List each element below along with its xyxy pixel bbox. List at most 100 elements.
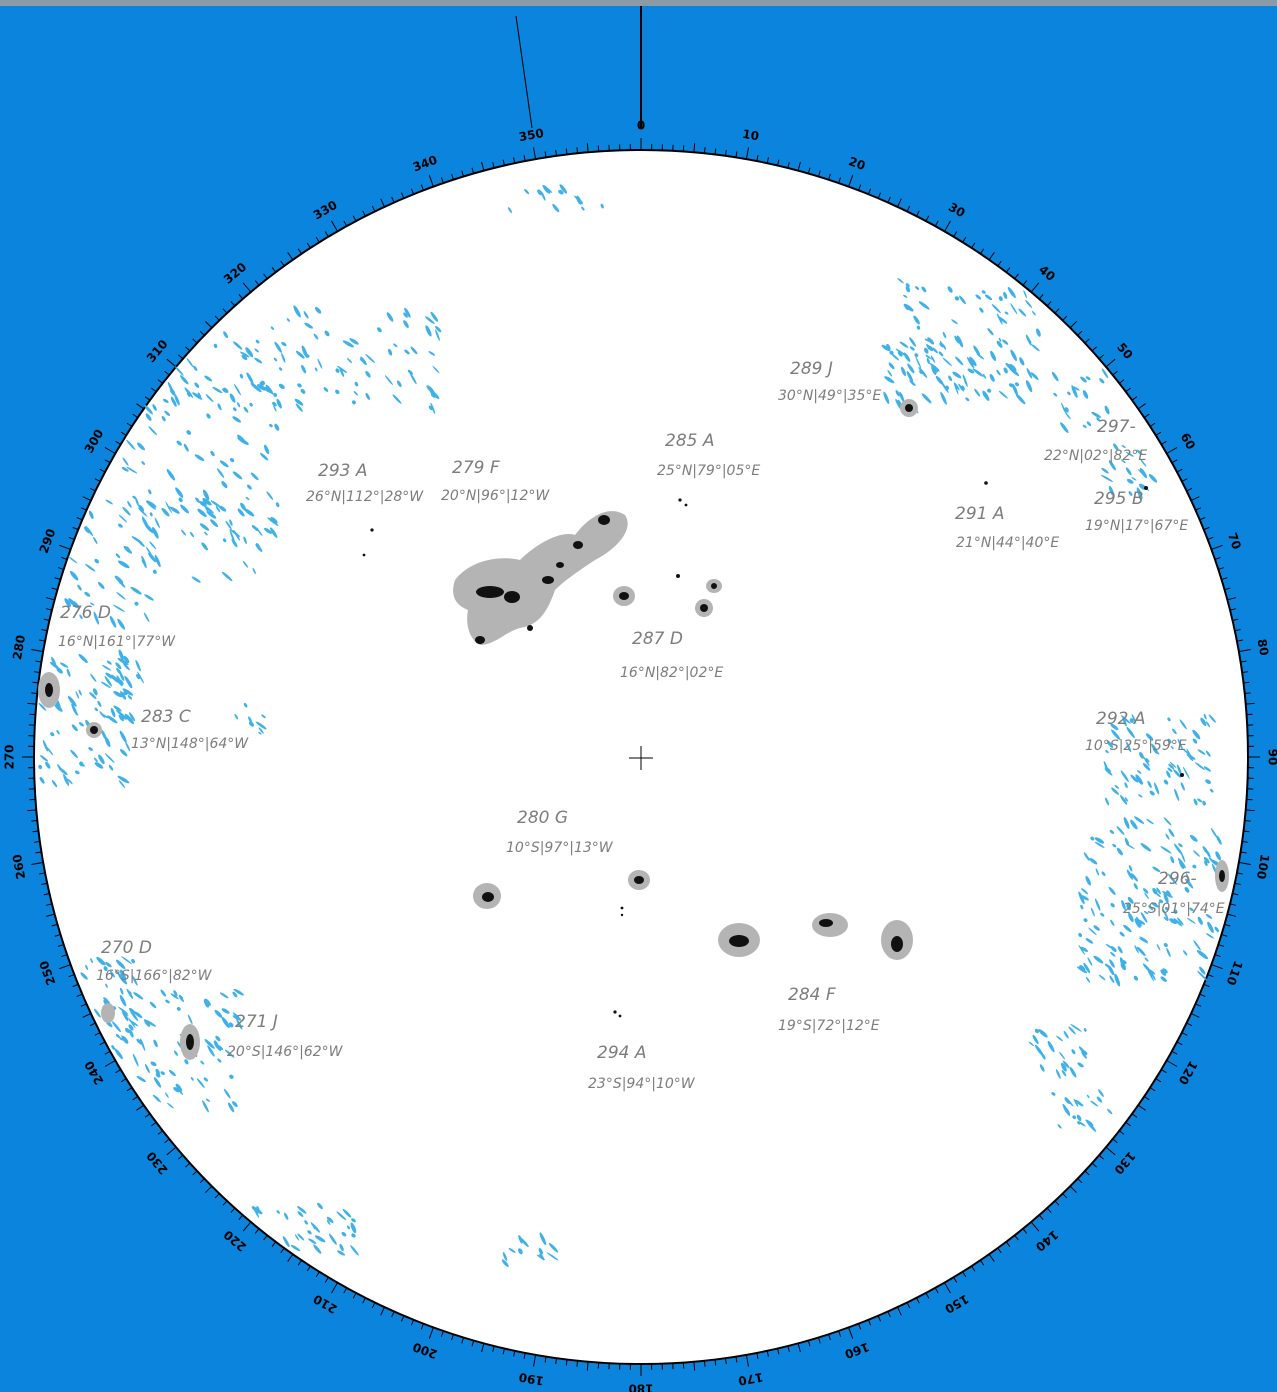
degree-tick (324, 231, 329, 237)
facula-mark (1170, 856, 1175, 864)
facula-mark (126, 466, 138, 474)
facula-mark (1176, 764, 1182, 776)
facula-mark (425, 316, 435, 324)
facula-mark (39, 755, 49, 762)
degree-tick (1091, 346, 1097, 352)
degree-tick (343, 220, 348, 227)
degree-tick (35, 660, 42, 663)
facula-mark (1162, 968, 1168, 974)
degree-tick (1236, 639, 1243, 642)
degree-tick (492, 1345, 495, 1352)
facula-mark (144, 1063, 150, 1074)
facula-mark (976, 353, 985, 360)
degree-tick (205, 1185, 213, 1193)
region-label-296: 296- 25°S|01°|74°E (1123, 869, 1225, 917)
facula-mark (1199, 966, 1206, 975)
facula-mark (303, 311, 309, 319)
degree-tick (51, 923, 58, 927)
degree-tick (1176, 468, 1183, 473)
facula-mark (273, 357, 278, 362)
facula-mark (276, 1210, 280, 1214)
facula-mark (300, 388, 306, 394)
facula-mark (1003, 291, 1008, 299)
facula-mark (987, 328, 994, 336)
facula-mark (915, 286, 920, 290)
facula-mark (204, 375, 213, 382)
facula-mark (202, 500, 207, 506)
facula-mark (396, 380, 402, 388)
degree-label-330: 330 (311, 198, 340, 223)
facula-mark (953, 382, 960, 391)
region-coords: 20°N|96°|12°W (441, 488, 550, 504)
facula-mark (90, 673, 97, 682)
degree-tick (1030, 282, 1040, 293)
facula-mark (240, 502, 247, 511)
facula-mark (149, 541, 157, 550)
degree-label-80: 80 (1255, 638, 1272, 657)
facula-mark (1128, 491, 1133, 496)
facula-mark (1140, 459, 1147, 467)
facula-mark (149, 1001, 157, 1009)
region-label-294A: 294 A 23°S|94°|10°W (588, 1043, 696, 1092)
facula-mark (184, 387, 194, 398)
degree-tick (953, 1277, 958, 1283)
degree-tick (410, 188, 415, 195)
facula-mark (175, 487, 184, 498)
facula-mark (1090, 907, 1095, 917)
degree-tick (126, 422, 133, 427)
facula-mark (221, 1016, 230, 1029)
facula-mark (1204, 860, 1208, 867)
degree-tick (1203, 983, 1210, 988)
degree-tick (54, 933, 61, 937)
sunspot-group-271J (101, 1003, 200, 1060)
facula-mark (428, 351, 436, 356)
facula-mark (1078, 891, 1085, 905)
facula-mark (948, 375, 953, 382)
degree-tick (178, 354, 184, 360)
degree-label-50: 50 (1114, 340, 1135, 362)
facula-mark (982, 390, 990, 401)
degree-label-270: 270 (3, 744, 17, 769)
degree-tick (735, 1356, 738, 1363)
facula-mark (1104, 768, 1113, 776)
facula-mark (243, 406, 249, 413)
facula-mark (930, 355, 936, 363)
sunspot-group-287D (613, 574, 722, 617)
facula-mark (1168, 828, 1175, 838)
degree-tick (315, 236, 320, 243)
facula-mark (1101, 368, 1109, 379)
degree-tick (39, 639, 46, 642)
facula-mark (1197, 916, 1203, 925)
degree-tick (126, 1087, 133, 1092)
facula-mark (137, 671, 144, 684)
region-coords: 10°S|97°|13°W (506, 840, 614, 856)
facula-mark (116, 592, 126, 600)
facula-mark (260, 452, 269, 461)
facula-mark (255, 339, 260, 344)
region-label-270D: 270 D 16°S|166°|82°W (96, 938, 213, 984)
facula-mark (1098, 974, 1106, 981)
degree-tick (151, 387, 157, 393)
facula-mark (889, 350, 894, 355)
degree-tick (1161, 1069, 1167, 1074)
degree-tick (185, 1162, 191, 1168)
degree-tick (61, 556, 68, 560)
degree-tick (371, 1302, 376, 1309)
facula-mark (234, 714, 239, 720)
facula-mark (1202, 846, 1209, 855)
facula-mark (141, 559, 146, 565)
degree-tick (1062, 315, 1068, 321)
degree-tick (263, 273, 268, 279)
facula-mark (974, 388, 981, 397)
facula-mark (518, 1248, 523, 1255)
facula-mark (998, 296, 1003, 302)
degree-tick (1199, 517, 1206, 521)
facula-mark (432, 365, 440, 374)
facula-mark (229, 1074, 234, 1079)
facula-mark (1192, 864, 1197, 869)
degree-tick (104, 459, 111, 464)
degree-tick (828, 173, 831, 180)
degree-tick (1207, 974, 1214, 978)
facula-mark (204, 1038, 215, 1049)
degree-tick (1166, 447, 1178, 454)
